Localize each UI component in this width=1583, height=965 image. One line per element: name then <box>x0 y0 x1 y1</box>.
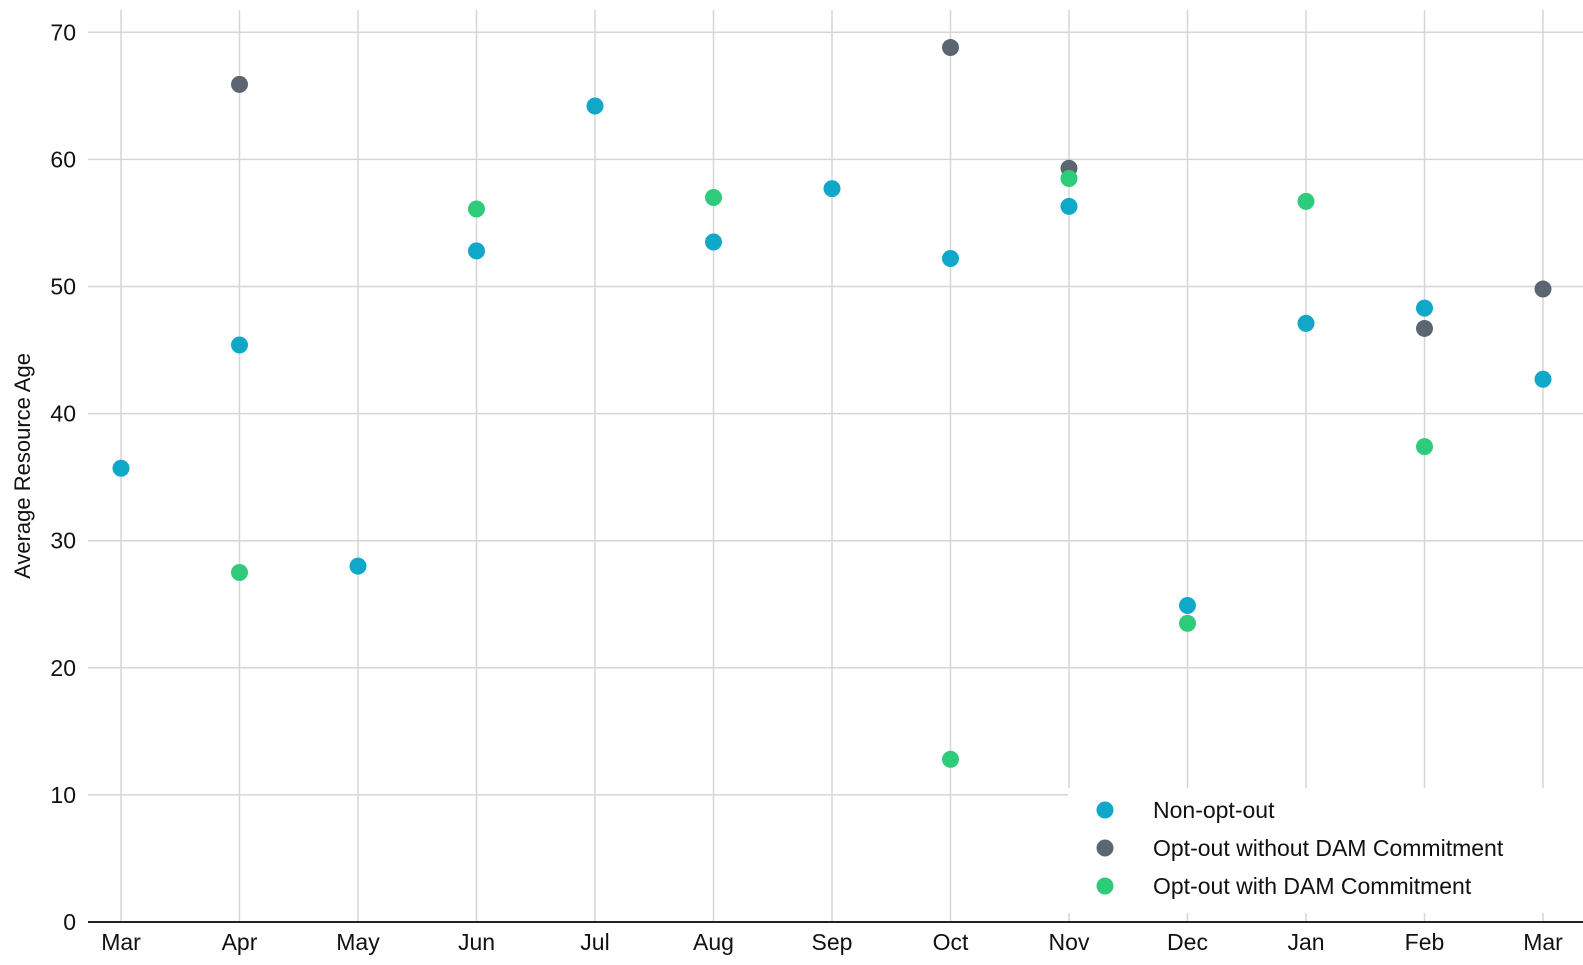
y-tick-label: 50 <box>50 274 76 300</box>
legend-label: Opt-out with DAM Commitment <box>1153 873 1472 899</box>
data-point <box>1534 370 1552 388</box>
x-tick-label: Nov <box>1049 929 1090 955</box>
legend-marker <box>1096 839 1114 857</box>
x-tick-label: Oct <box>933 929 969 955</box>
data-point <box>349 557 367 575</box>
data-point <box>1179 597 1196 615</box>
data-point <box>1416 299 1433 317</box>
data-point <box>231 563 248 581</box>
data-point <box>705 189 722 207</box>
x-axis-ticks: Mar Apr May Jun Jul Aug Sep Oct Nov Dec Jan Feb Mar <box>101 929 1563 955</box>
grid-lines <box>88 10 1583 922</box>
x-tick-label: May <box>336 929 380 955</box>
data-point <box>1297 314 1315 332</box>
data-point <box>942 39 959 57</box>
data-point <box>231 336 248 354</box>
data-points <box>112 39 1552 768</box>
x-tick-label: Dec <box>1167 929 1208 955</box>
x-tick-label: Mar <box>101 929 141 955</box>
data-point <box>705 233 722 251</box>
y-tick-label: 20 <box>50 655 76 681</box>
x-tick-label: Jun <box>458 929 495 955</box>
data-point <box>1060 197 1078 215</box>
data-point <box>942 250 959 268</box>
data-point <box>1179 614 1196 632</box>
y-tick-label: 30 <box>50 528 76 554</box>
data-point <box>112 459 130 477</box>
data-point <box>468 242 485 260</box>
y-tick-label: 40 <box>50 401 76 427</box>
legend-background <box>1068 788 1583 913</box>
y-tick-label: 70 <box>50 19 76 45</box>
y-tick-label: 60 <box>50 146 76 172</box>
y-tick-label: 10 <box>50 782 76 808</box>
x-tick-label: Feb <box>1405 929 1445 955</box>
data-point <box>1534 280 1552 298</box>
data-point <box>823 180 841 198</box>
data-point <box>231 75 248 93</box>
x-tick-label: Jan <box>1287 929 1324 955</box>
legend-marker <box>1096 877 1114 895</box>
x-tick-label: Jul <box>580 929 609 955</box>
data-point <box>1416 319 1433 337</box>
legend-label: Opt-out without DAM Commitment <box>1153 835 1504 861</box>
data-point <box>586 97 604 115</box>
x-tick-label: Mar <box>1523 929 1563 955</box>
y-axis-ticks: 0 10 20 30 40 50 60 70 <box>50 19 76 935</box>
legend: Non-opt-out Opt-out without DAM Commitmen… <box>1068 788 1583 913</box>
y-axis-title: Average Resource Age <box>10 353 35 579</box>
x-tick-label: Aug <box>693 929 734 955</box>
legend-marker <box>1096 801 1114 819</box>
legend-label: Non-opt-out <box>1153 797 1275 823</box>
data-point <box>1297 192 1315 210</box>
data-point <box>942 750 959 768</box>
data-point <box>1416 438 1433 456</box>
y-tick-label: 0 <box>63 909 76 935</box>
data-point <box>468 200 485 218</box>
data-point <box>1060 169 1078 187</box>
x-tick-label: Sep <box>812 929 853 955</box>
x-tick-label: Apr <box>222 929 258 955</box>
